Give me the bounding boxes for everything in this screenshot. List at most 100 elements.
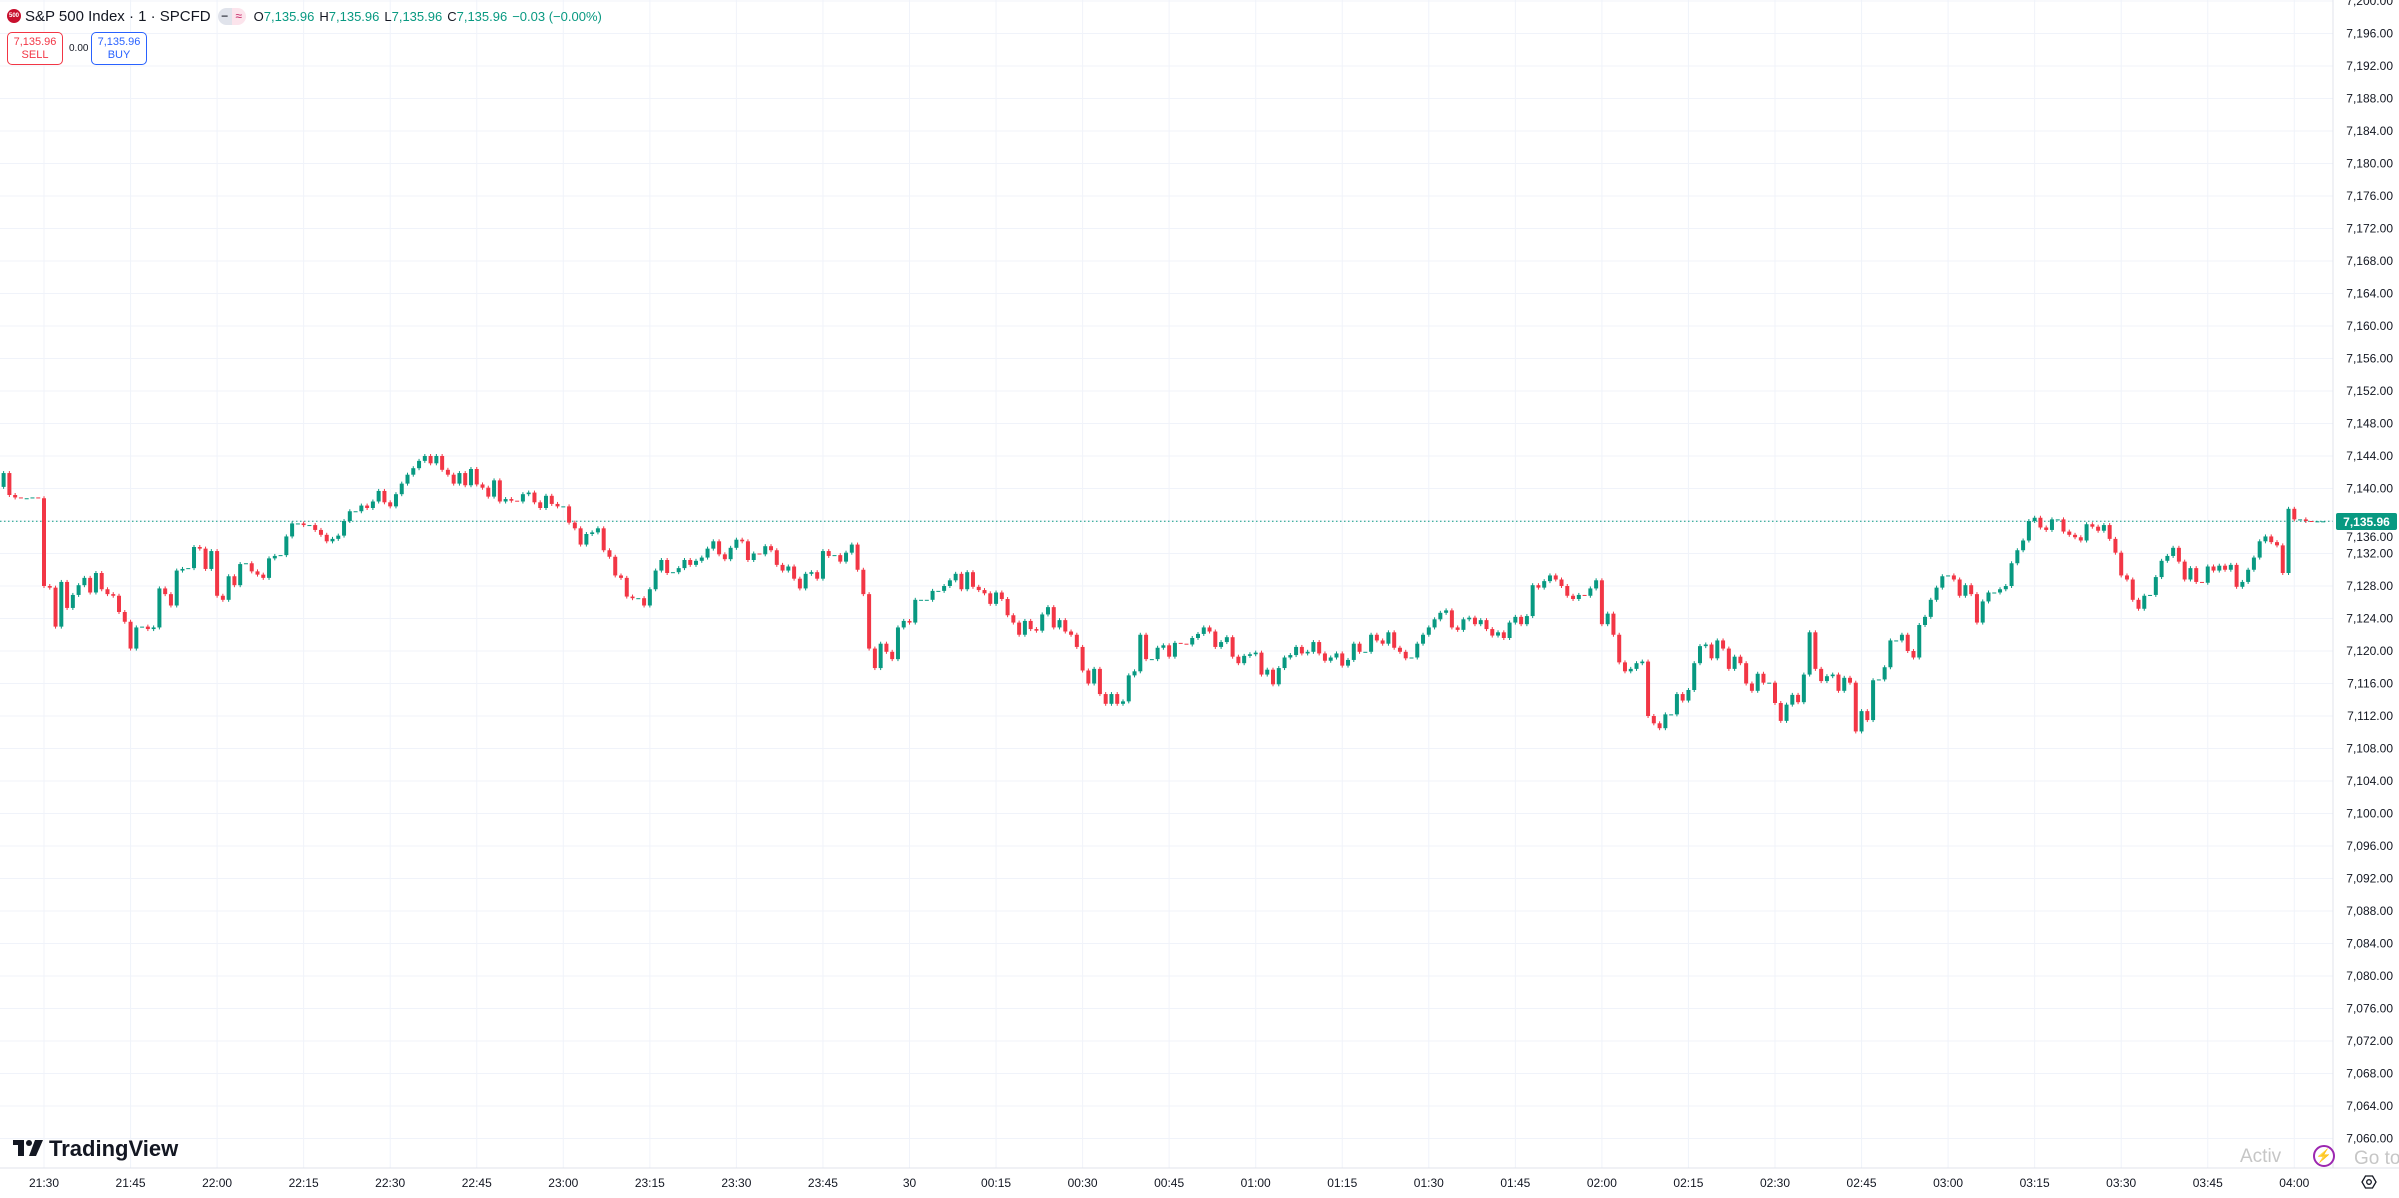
candle	[313, 523, 318, 532]
candle-body	[2194, 568, 2199, 582]
candle	[65, 579, 70, 610]
candle	[2303, 517, 2308, 523]
lightning-icon[interactable]: ⚡	[2313, 1145, 2335, 1167]
candle-body	[2286, 508, 2291, 573]
candle-body	[572, 522, 577, 529]
candle-body	[1599, 580, 1604, 625]
candle	[255, 569, 260, 577]
candle-body	[2067, 531, 2072, 535]
approx-icon[interactable]: ≈	[231, 7, 246, 25]
candle	[2130, 577, 2135, 602]
candle-body	[290, 523, 295, 537]
price-tick-label: 7,096.00	[2346, 839, 2393, 853]
time-tick-label: 00:45	[1154, 1176, 1184, 1190]
candle	[2055, 519, 2060, 521]
candle-body	[1646, 661, 1651, 716]
time-axis[interactable]: 21:30 21:45 22:00 22:15 22:30 22:45 23:00 23:15…	[29, 1176, 2310, 1190]
candle	[722, 552, 727, 562]
time-tick-label: 21:30	[29, 1176, 59, 1190]
minus-icon[interactable]: −	[217, 7, 232, 25]
candle-body	[1848, 677, 1853, 683]
candle-body	[2234, 564, 2239, 587]
candle-body	[238, 564, 243, 586]
candle-body	[2246, 569, 2251, 582]
candle	[1069, 629, 1074, 637]
candle	[1801, 672, 1806, 705]
symbol-title[interactable]: S&P 500 Index · 1 · SPCFD	[25, 7, 211, 25]
candle-body	[901, 620, 906, 628]
candle-body	[942, 586, 947, 591]
candle	[243, 563, 248, 565]
candle	[1230, 635, 1235, 659]
candle-body	[480, 484, 485, 488]
tradingview-logo[interactable]: TradingView	[13, 1136, 178, 1162]
candle-body	[1282, 657, 1287, 669]
candle	[757, 553, 762, 555]
candle-body	[451, 474, 456, 484]
candle	[1588, 586, 1593, 598]
candle	[1299, 644, 1304, 656]
candle-body	[745, 541, 750, 560]
candle-body	[1472, 617, 1477, 625]
legend-pill[interactable]: − ≈	[217, 7, 246, 25]
candle	[1824, 674, 1829, 684]
candle	[117, 593, 122, 614]
candle	[1749, 681, 1754, 693]
candle-body	[1346, 659, 1351, 666]
candle-body	[561, 506, 566, 508]
tradingview-mark-icon	[13, 1137, 43, 1162]
candle	[203, 546, 208, 571]
candle	[445, 467, 450, 477]
candle	[820, 549, 825, 581]
sell-price: 7,135.96	[13, 35, 57, 48]
candle-body	[1576, 594, 1581, 599]
candle-body	[1513, 616, 1518, 623]
candle-body	[890, 651, 895, 660]
candle-body	[463, 473, 468, 486]
candle	[959, 571, 964, 592]
price-tick-label: 7,192.00	[2346, 59, 2393, 73]
buy-button[interactable]: 7,135.96 BUY	[91, 32, 147, 65]
candle-body	[1017, 622, 1022, 635]
hexagon-settings-icon[interactable]	[2361, 1174, 2377, 1194]
candle	[1161, 643, 1166, 650]
candle	[2274, 540, 2279, 548]
candle	[2257, 539, 2262, 560]
candle-body	[734, 539, 739, 548]
candle-body	[567, 506, 572, 523]
candle	[1196, 631, 1200, 640]
candle	[1103, 692, 1108, 706]
candle-body	[2159, 560, 2164, 578]
candle	[745, 539, 750, 562]
candle	[607, 548, 612, 559]
candle-body	[717, 541, 722, 555]
price-tick-label: 7,160.00	[2346, 319, 2393, 333]
candle	[1830, 672, 1835, 679]
candle	[665, 558, 670, 575]
candle-body	[705, 548, 710, 558]
candle	[1132, 669, 1137, 678]
candle-body	[1045, 607, 1050, 615]
candle	[982, 588, 987, 596]
candle	[1778, 701, 1783, 723]
candle-body	[1882, 667, 1887, 680]
candle-body	[774, 550, 779, 565]
candle	[1732, 654, 1737, 671]
candle-body	[549, 495, 554, 504]
time-tick-label: 04:00	[2279, 1176, 2309, 1190]
candle-body	[428, 456, 433, 464]
candle-body	[653, 570, 658, 590]
candle	[36, 497, 41, 499]
close-value: 7,135.96	[456, 8, 508, 24]
sell-button[interactable]: 7,135.96 SELL	[7, 32, 63, 65]
price-axis[interactable]: 7,200.00 7,196.00 7,192.00 7,188.00 7,184.00…	[2346, 0, 2393, 1146]
candle-body	[919, 599, 924, 601]
candle	[1346, 657, 1351, 668]
candle-body	[1467, 617, 1472, 620]
candle-body	[359, 505, 364, 512]
candle-body	[509, 499, 514, 501]
candle	[2217, 563, 2222, 573]
candle-body	[111, 594, 116, 596]
candle-body	[1028, 620, 1033, 630]
